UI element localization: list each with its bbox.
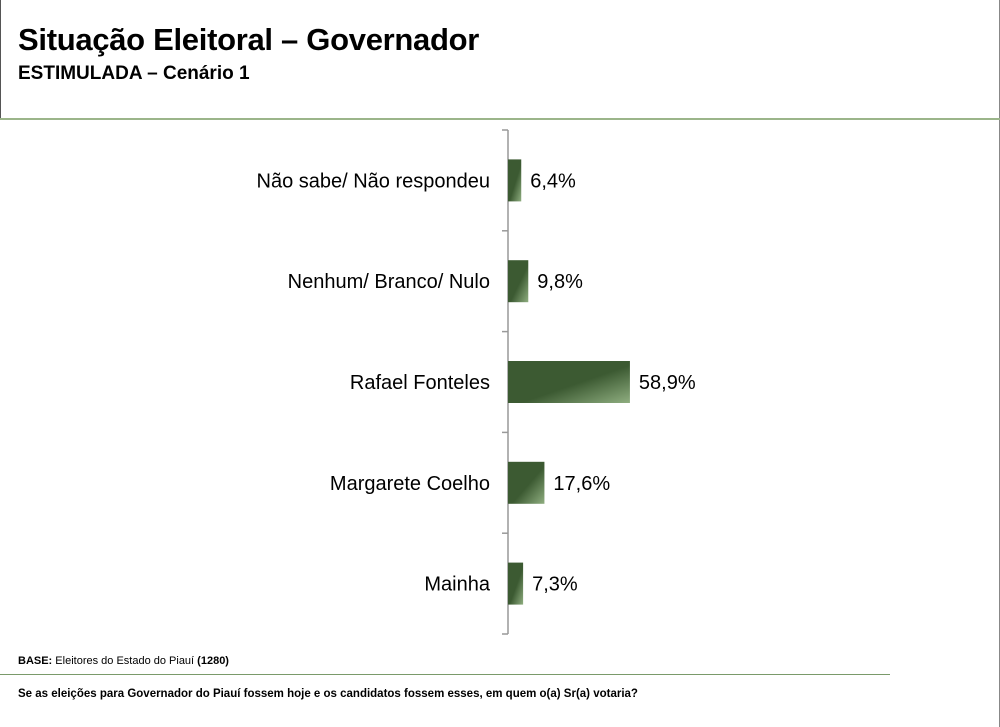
bar-chart: Não sabe/ Não respondeu 6,4% Nenhum/ Branc…	[257, 129, 696, 635]
base-label: BASE:	[18, 655, 53, 667]
header-divider	[0, 118, 1000, 120]
value-label: 9,8%	[537, 271, 583, 293]
value-label: 6,4%	[530, 170, 576, 192]
page-subtitle: ESTIMULADA – Cenário 1	[18, 63, 250, 84]
bar	[508, 361, 630, 403]
bar	[508, 159, 522, 202]
base-note: BASE: Eleitores do Estado do Piauí (1280…	[18, 655, 229, 667]
category-label: Nenhum/ Branco/ Nulo	[288, 271, 490, 293]
category-label: Margarete Coelho	[330, 473, 490, 495]
category-label: Mainha	[424, 574, 490, 596]
page-title: Situação Eleitoral – Governador	[18, 22, 480, 57]
value-label: 7,3%	[532, 574, 578, 596]
category-label: Não sabe/ Não respondeu	[257, 170, 491, 192]
survey-question: Se as eleições para Governador do Piauí …	[18, 688, 638, 700]
value-label: 58,9%	[639, 372, 696, 394]
bar	[508, 260, 529, 303]
bar	[508, 461, 545, 504]
value-label: 17,6%	[553, 473, 610, 495]
bar	[508, 562, 524, 605]
base-count: (1280)	[197, 655, 229, 667]
footer-divider	[0, 674, 890, 675]
category-label: Rafael Fonteles	[350, 372, 490, 394]
base-text: Eleitores do Estado do Piauí	[55, 655, 195, 667]
left-frame-line	[0, 0, 1, 120]
